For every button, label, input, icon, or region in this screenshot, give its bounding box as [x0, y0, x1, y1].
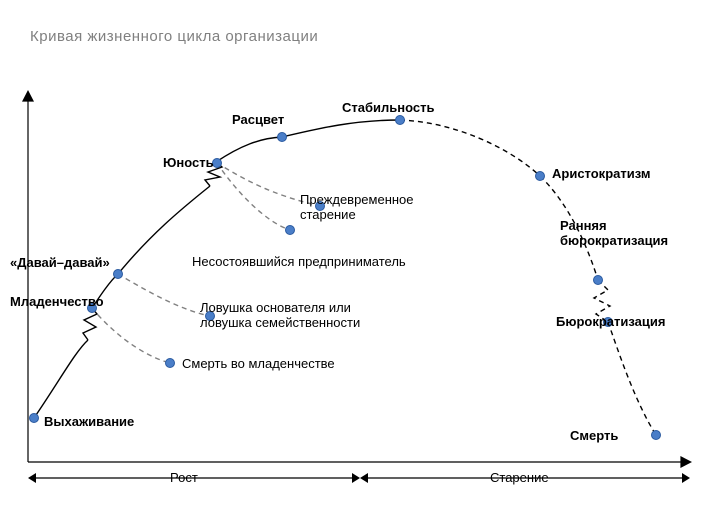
stage-label-bureaucracy: Бюрократизация: [556, 314, 665, 329]
stage-label-prime: Расцвет: [232, 112, 284, 127]
stage-label-gogo: «Давай–давай»: [10, 255, 110, 270]
stage-label-early_bur: Ранняя бюрократизация: [560, 218, 668, 248]
trap-label-trap_age: Преждевременное старение: [300, 192, 414, 222]
stage-label-death: Смерть: [570, 428, 618, 443]
stage-label-infancy: Младенчество: [10, 294, 104, 309]
stage-label-courtship: Выхаживание: [44, 414, 134, 429]
trap-label-trap_entr: Несостоявшийся предприниматель: [192, 254, 406, 269]
trap-label-trap_inf: Смерть во младенчестве: [182, 356, 335, 371]
stage-label-aristocracy: Аристократизм: [552, 166, 650, 181]
stage-label-stable: Стабильность: [342, 100, 434, 115]
trap-label-trap_found: Ловушка основателя или ловушка семействе…: [200, 300, 360, 330]
stage-label-adolescence: Юность: [163, 155, 214, 170]
phase-label-aging: Старение: [490, 470, 549, 485]
phase-label-growth: Рост: [170, 470, 198, 485]
